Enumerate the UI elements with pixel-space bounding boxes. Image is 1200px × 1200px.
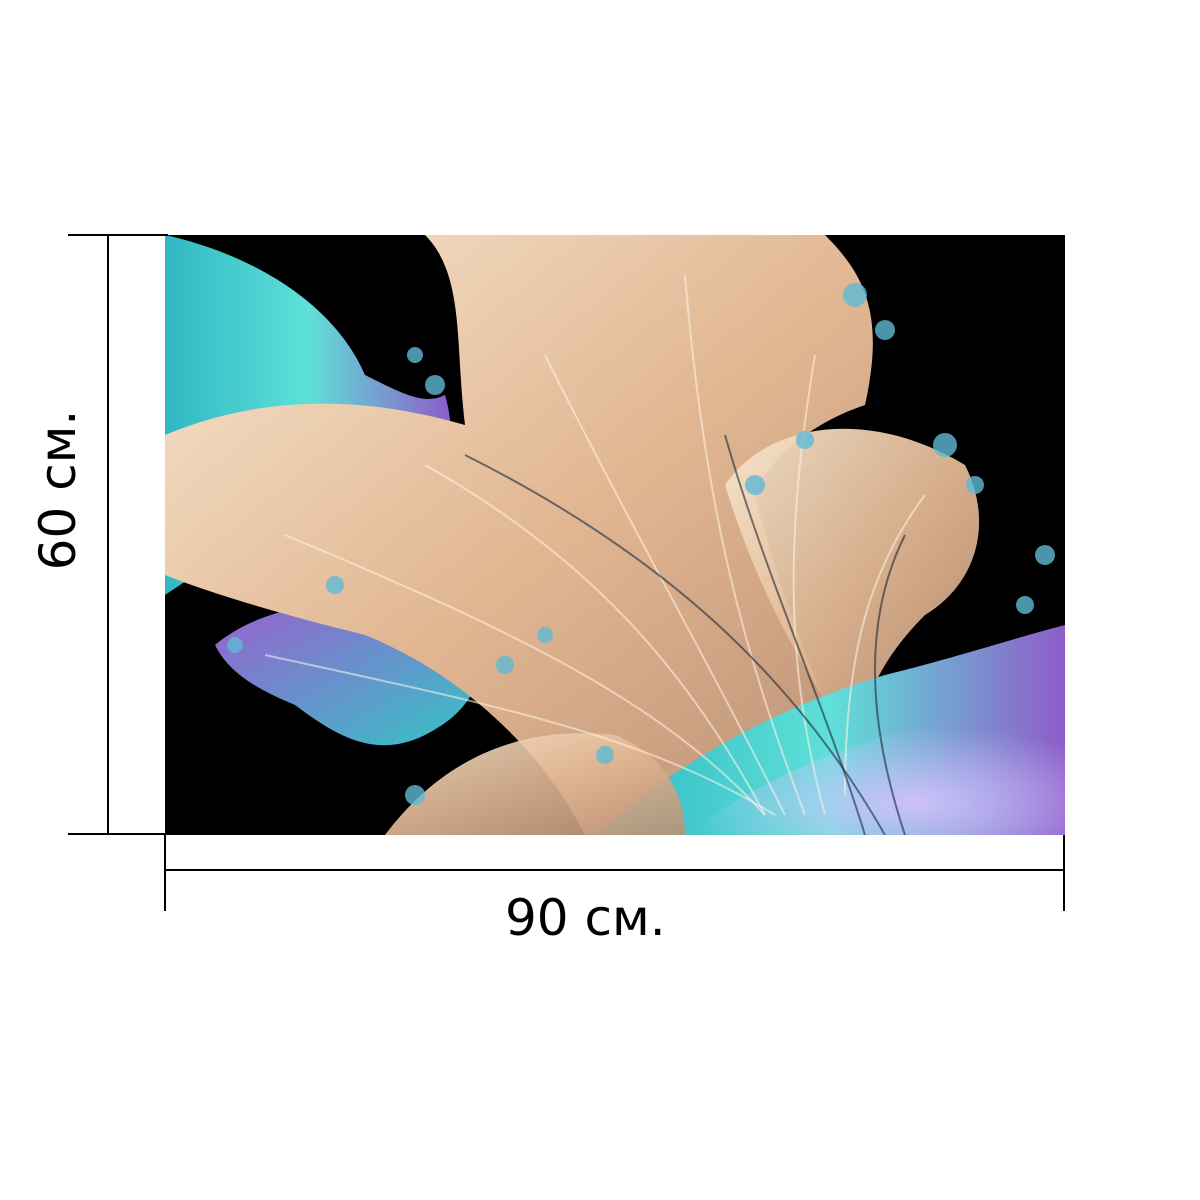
right-feather-lobe-shape [725, 428, 980, 755]
width-dimension-right-tick [1063, 835, 1065, 911]
height-dimension-line [107, 235, 109, 835]
frill-edge-dots [227, 283, 1055, 805]
central-feather-shape [165, 235, 885, 835]
height-label: 60 см. [29, 409, 87, 571]
fractal-artwork-svg [165, 235, 1065, 835]
height-dimension-top-tick [68, 234, 168, 236]
feather-dark-veins [464, 434, 906, 835]
fractal-artwork-image [165, 235, 1065, 835]
width-dimension-line [165, 869, 1065, 871]
height-dimension-bottom-tick [68, 833, 168, 835]
width-label: 90 см. [505, 889, 666, 947]
lower-plume-glow [685, 705, 1065, 835]
width-dimension-left-tick [164, 835, 166, 911]
feather-strands [264, 274, 926, 816]
